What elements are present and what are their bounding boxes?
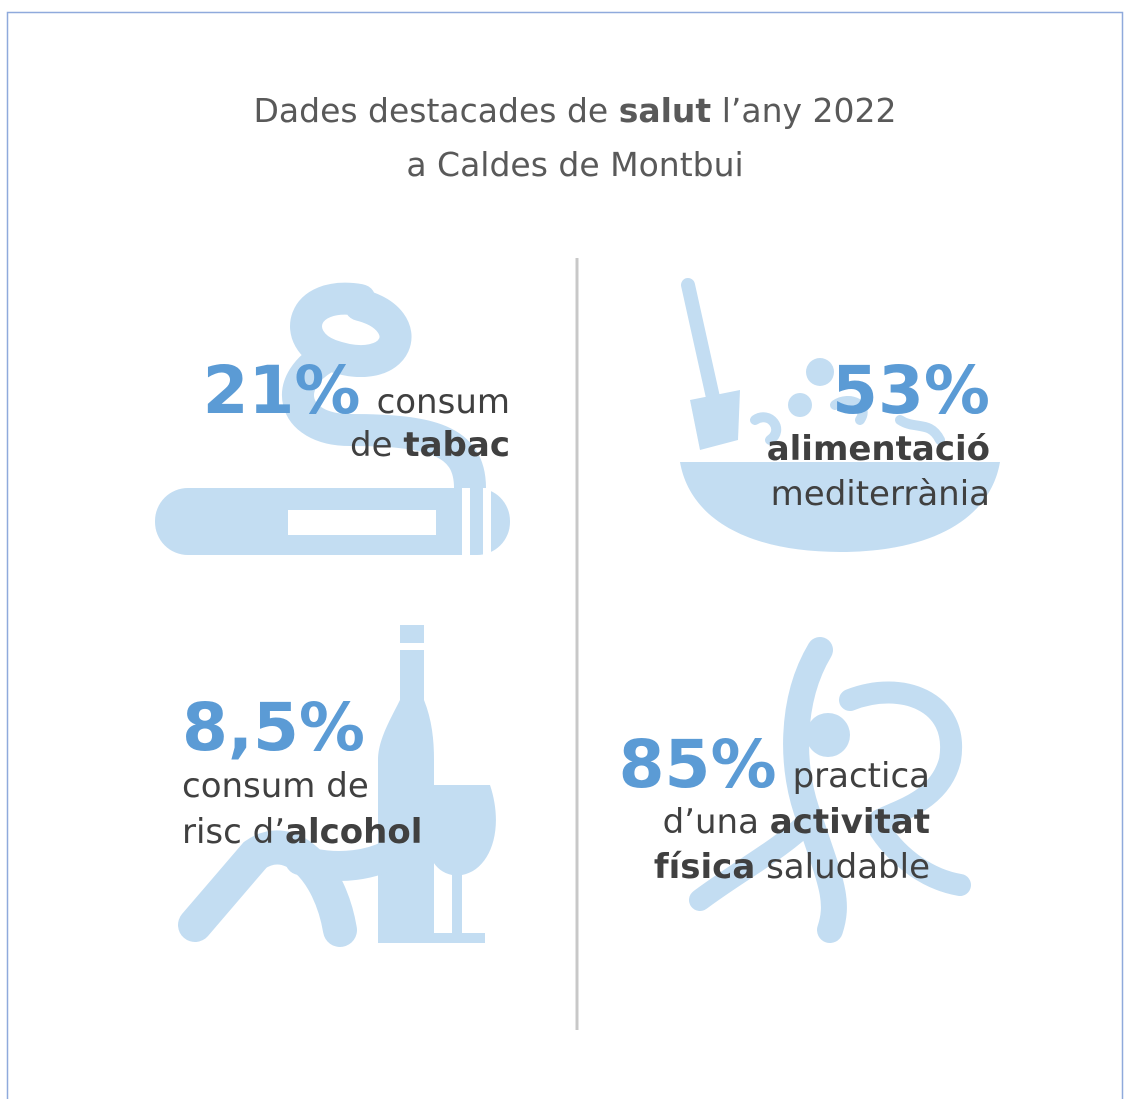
description-line: consum de <box>182 766 369 806</box>
cigarette-icon <box>155 282 510 555</box>
description-line: d’una activitat <box>663 802 930 842</box>
text-segment: activitat <box>770 802 930 842</box>
text-segment: de <box>350 425 403 465</box>
text-segment: a Caldes de Montbui <box>406 145 743 184</box>
text-segment: salut <box>619 91 712 130</box>
frame <box>6 11 1124 1099</box>
title-line: Dades destacades de salut l’any 2022 <box>253 91 896 130</box>
stat: 53% <box>832 352 990 429</box>
text-segment: consum de <box>182 766 369 806</box>
text-segment: practica <box>793 756 930 796</box>
stat-value: 21% <box>203 352 361 429</box>
text-segment: tabac <box>403 425 510 465</box>
text-segment: risc d’ <box>182 812 285 852</box>
text-segment: consum <box>377 382 510 422</box>
text-segment: mediterrània <box>771 474 990 514</box>
text-segment: saludable <box>755 847 930 887</box>
dancer-icon <box>689 637 971 943</box>
text-segment: d’una <box>663 802 770 842</box>
description-line: mediterrània <box>771 474 990 514</box>
description-line: 85% practica <box>619 726 930 803</box>
texts: Dades destacades de salut l’any 2022 a Ca… <box>182 91 990 887</box>
stat: 8,5% <box>182 689 365 766</box>
stat-value: 8,5% <box>182 689 365 766</box>
text-segment: l’any 2022 <box>711 91 896 130</box>
description-line: risc d’alcohol <box>182 812 422 852</box>
description-line: física saludable <box>654 847 930 887</box>
text-segment: alimentació <box>767 429 990 469</box>
description-line: de tabac <box>350 425 510 465</box>
title-line: a Caldes de Montbui <box>406 145 743 184</box>
text-segment: Dades destacades de <box>253 91 618 130</box>
food-icon <box>680 278 1000 552</box>
description-line: 21% consum <box>203 352 510 429</box>
text-segment: alcohol <box>285 812 422 852</box>
stat-value: 53% <box>832 352 990 429</box>
description-line: alimentació <box>767 429 990 469</box>
alcohol-icon <box>178 625 496 947</box>
stat-value: 85% <box>619 726 777 803</box>
text-segment: física <box>654 847 755 887</box>
